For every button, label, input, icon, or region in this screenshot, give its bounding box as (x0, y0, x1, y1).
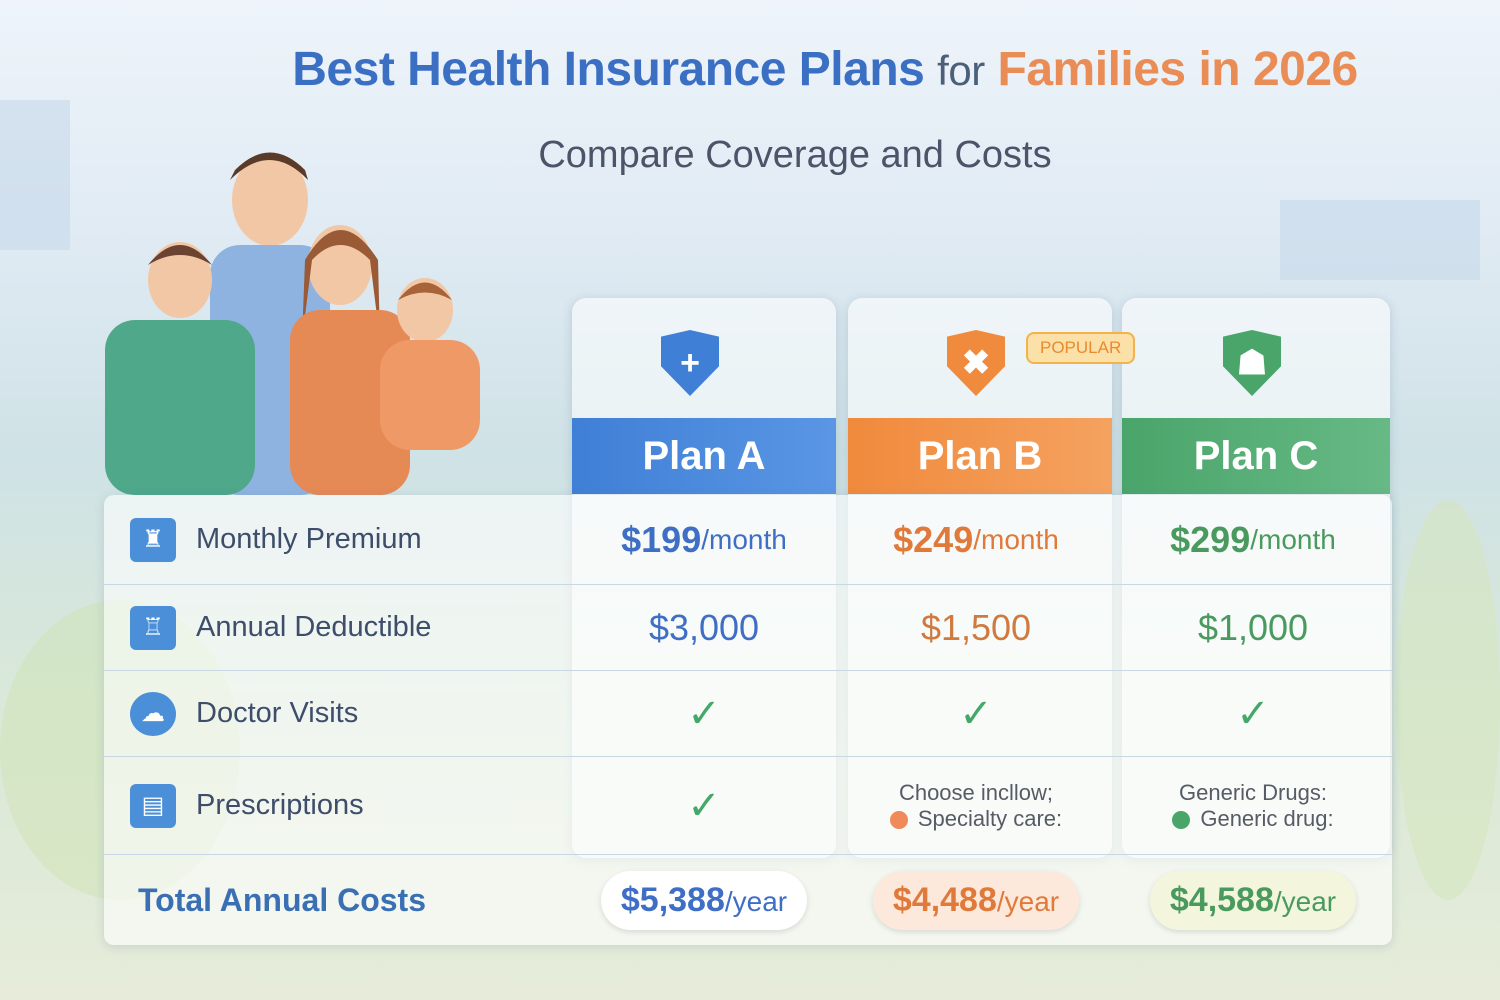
green-dot-icon (1172, 810, 1191, 829)
page-subtitle: Compare Coverage and Costs (538, 134, 1052, 176)
note: Specialty care: (917, 805, 1063, 831)
medicine-bag-icon: ▤ (130, 783, 176, 828)
orange-dot-icon (889, 810, 908, 829)
plan-a-premium: $199/month (570, 519, 838, 561)
unit: /month (1250, 523, 1336, 555)
plan-a-deductible: $3,000 (648, 606, 760, 648)
background-decoration (1396, 500, 1500, 900)
popular-badge: POPULAR (1026, 332, 1136, 364)
unit: /month (701, 523, 787, 555)
title-part: for (937, 47, 985, 94)
cloud-check-icon: ☁ (130, 691, 176, 736)
row-label: Doctor Visits (196, 697, 359, 729)
table-row-prescriptions: ▤ Prescriptions ✓ Choose incllow; Specialt… (104, 757, 1392, 855)
check-icon: ✓ (687, 691, 721, 736)
value: $199 (621, 518, 702, 560)
plan-c-premium: $299/month (1114, 519, 1392, 561)
plan-b-premium: $249/month (838, 519, 1114, 561)
row-label: Total Annual Costs (138, 881, 426, 918)
value: $5,388 (620, 880, 725, 919)
note: Choose incllow; (898, 779, 1054, 805)
unit: /year (1273, 885, 1337, 917)
table-row-doctor: ☁ Doctor Visits ✓ ✓ ✓ (104, 671, 1392, 757)
table-row-deductible: ♖ Annual Deductible $3,000 $1,500 $1,000 (104, 585, 1392, 671)
background-building (1280, 200, 1480, 280)
title-part: Best Health Insurance Plans (292, 43, 925, 96)
plan-b-prescriptions: Choose incllow; Specialty care: (838, 780, 1114, 832)
plan-a-total: $5,388/year (600, 870, 808, 930)
check-icon: ✓ (1236, 691, 1270, 736)
value: $4,488 (892, 880, 997, 919)
value: $4,588 (1169, 880, 1274, 919)
note: Generic Drugs: (1179, 779, 1327, 805)
row-label: Annual Deductible (196, 611, 432, 643)
unit: /year (996, 885, 1060, 917)
unit: /year (724, 885, 788, 917)
check-icon: ✓ (687, 783, 721, 828)
page-title: Best Health Insurance Plans for Families… (0, 42, 1500, 97)
briefcase-icon: ♖ (130, 605, 176, 650)
plan-c-header: Plan C (1122, 418, 1390, 494)
title-part: Families in 2026 (997, 43, 1359, 96)
plan-b-deductible: $1,500 (920, 606, 1032, 648)
value: $249 (893, 518, 974, 560)
plan-c-deductible: $1,000 (1197, 606, 1309, 648)
row-label: Monthly Premium (196, 523, 422, 555)
plan-a-header: Plan A (572, 418, 836, 494)
plan-b-header: Plan B (848, 418, 1112, 494)
note: Generic drug: (1200, 805, 1334, 831)
table-row-premium: ♜ Monthly Premium $199/month $249/month $… (104, 495, 1392, 585)
plan-c-prescriptions: Generic Drugs: Generic drug: (1114, 780, 1392, 832)
folder-icon: ♜ (130, 517, 176, 562)
plan-c-total: $4,588/year (1149, 870, 1357, 930)
plan-b-total: $4,488/year (872, 870, 1080, 930)
comparison-table (104, 495, 1392, 945)
check-icon: ✓ (959, 691, 993, 736)
family-illustration (105, 152, 480, 495)
background-building (0, 100, 70, 250)
unit: /month (973, 523, 1059, 555)
table-row-total: Total Annual Costs $5,388/year $4,488/ye… (104, 855, 1392, 945)
value: $299 (1170, 518, 1251, 560)
row-label: Prescriptions (196, 789, 364, 821)
